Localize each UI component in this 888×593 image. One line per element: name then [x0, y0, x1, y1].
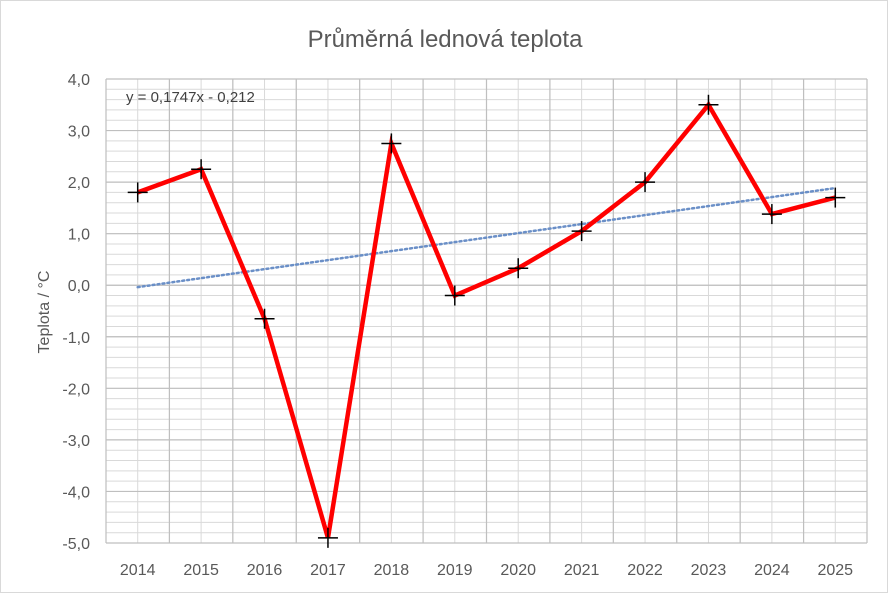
- x-tick-label: 2021: [564, 562, 600, 579]
- data-point-marker: [635, 172, 656, 193]
- data-point-marker: [254, 308, 275, 329]
- data-point-marker: [761, 204, 782, 225]
- y-tick-label: -4,0: [62, 484, 90, 501]
- x-tick-label: 2024: [754, 562, 790, 579]
- x-tick-label: 2019: [437, 562, 473, 579]
- data-point-marker: [191, 159, 212, 180]
- x-tick-label: 2020: [500, 562, 536, 579]
- data-point-marker: [127, 182, 148, 203]
- y-tick-label: -3,0: [62, 433, 90, 450]
- x-tick-label: 2025: [817, 562, 853, 579]
- gridlines: [105, 78, 868, 544]
- x-tick-label: 2023: [691, 562, 727, 579]
- y-tick-label: 0,0: [68, 278, 90, 295]
- y-tick-label: 2,0: [68, 175, 90, 192]
- data-point-marker: [444, 285, 465, 306]
- x-tick-label: 2022: [627, 562, 663, 579]
- y-tick-label: -5,0: [62, 536, 90, 553]
- data-point-marker: [508, 258, 529, 279]
- x-tick-label: 2018: [374, 562, 410, 579]
- y-tick-label: -1,0: [62, 330, 90, 347]
- y-tick-label: 1,0: [68, 227, 90, 244]
- y-axis-title: Teplota / °C: [36, 271, 53, 354]
- trendline: [136, 186, 837, 289]
- x-tick-label: 2016: [247, 562, 283, 579]
- data-point-marker: [825, 187, 846, 208]
- series-line: [136, 100, 836, 539]
- data-point-marker: [317, 527, 338, 548]
- data-point-marker: [571, 221, 592, 242]
- x-tick-label: 2014: [120, 562, 156, 579]
- y-tick-label: 3,0: [68, 124, 90, 141]
- data-point-marker: [381, 133, 402, 154]
- x-tick-label: 2015: [183, 562, 219, 579]
- y-tick-label: 4,0: [68, 72, 90, 89]
- trendline-equation: y = 0,1747x - 0,212: [126, 89, 255, 106]
- x-tick-label: 2017: [310, 562, 346, 579]
- y-tick-label: -2,0: [62, 381, 90, 398]
- data-point-marker: [698, 94, 719, 115]
- chart-title: Průměrná lednová teplota: [308, 26, 583, 53]
